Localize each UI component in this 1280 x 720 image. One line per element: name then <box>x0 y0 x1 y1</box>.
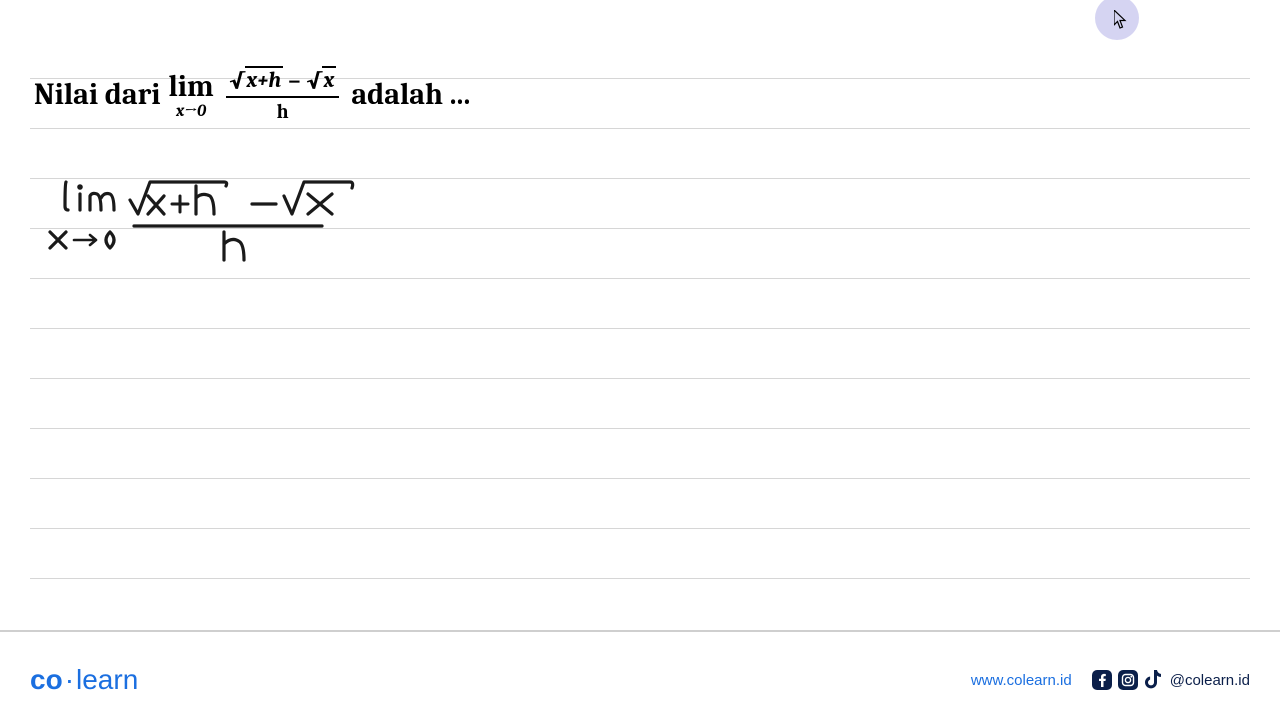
lim-subscript: x→0 <box>176 102 206 121</box>
footer-right: www.colearn.id @colearn.id <box>971 670 1250 690</box>
facebook-icon <box>1092 670 1112 690</box>
fraction-numerator: √x+h − √x <box>226 66 340 98</box>
website-url: www.colearn.id <box>971 672 1072 689</box>
social-icons: @colearn.id <box>1092 670 1250 690</box>
cursor-arrow-icon <box>1114 10 1128 30</box>
sqrt-1: √x+h <box>229 66 283 92</box>
question-text: Nilai dari lim x→0 √x+h − √x h adalah ..… <box>34 66 470 123</box>
instagram-icon <box>1118 670 1138 690</box>
lim-word: lim <box>168 69 213 104</box>
handwriting-work <box>38 170 378 270</box>
question-suffix: adalah ... <box>351 77 470 112</box>
limit-block: lim x→0 <box>168 69 213 121</box>
footer: co·learn www.colearn.id @colearn.id <box>0 664 1280 696</box>
social-handle: @colearn.id <box>1170 672 1250 689</box>
sqrt-2: √x <box>306 66 336 92</box>
fraction: √x+h − √x h <box>226 66 340 123</box>
fraction-denominator: h <box>277 98 289 123</box>
question-prefix: Nilai dari <box>34 77 160 112</box>
brand-logo: co·learn <box>30 664 138 696</box>
tiktok-icon <box>1144 670 1164 690</box>
